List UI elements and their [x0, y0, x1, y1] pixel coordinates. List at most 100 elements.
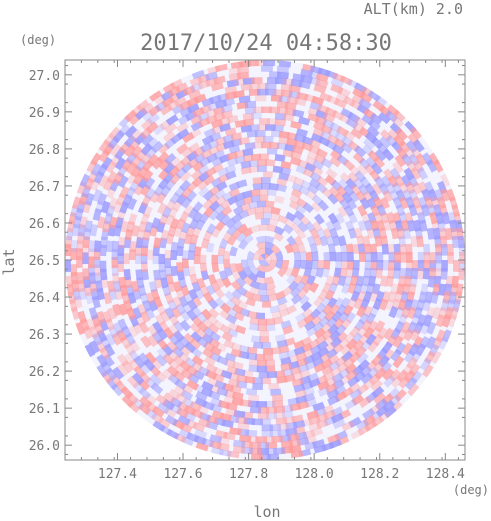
- heat-cell: [254, 212, 264, 220]
- heat-cell: [311, 260, 319, 270]
- heat-cell: [215, 180, 228, 192]
- heat-cell: [308, 415, 321, 426]
- heat-cell: [276, 375, 288, 384]
- heat-cell: [103, 292, 112, 305]
- heat-cell: [259, 330, 270, 338]
- heat-cell: [237, 422, 250, 431]
- heat-cell: [345, 267, 354, 279]
- heat-cell: [88, 240, 96, 253]
- heat-cell: [402, 227, 412, 240]
- radar-disc: [65, 60, 465, 460]
- heat-cell: [236, 179, 248, 189]
- heat-cell: [265, 318, 276, 326]
- y-axis-label: lat: [0, 248, 18, 275]
- heat-cell: [387, 175, 399, 188]
- heat-cell: [92, 208, 102, 221]
- heat-cell: [388, 260, 396, 271]
- heat-cell: [193, 93, 207, 104]
- heat-cell: [197, 365, 211, 377]
- heat-cell: [187, 250, 195, 260]
- heat-cell: [155, 394, 169, 407]
- heat-cell: [168, 206, 179, 219]
- heat-cell: [252, 341, 264, 349]
- heat-cell: [362, 235, 371, 247]
- heat-cell: [407, 306, 417, 320]
- heat-cell: [176, 128, 190, 140]
- heat-cell: [298, 294, 310, 306]
- heat-cell: [377, 354, 390, 368]
- heat-cell: [333, 267, 342, 279]
- heat-cell: [275, 260, 284, 270]
- heat-cell: [404, 181, 416, 195]
- heat-cell: [132, 307, 143, 320]
- heat-cell: [314, 115, 328, 126]
- heat-cell: [251, 293, 262, 302]
- heat-cell: [394, 388, 407, 402]
- heat-cell: [258, 255, 265, 260]
- heat-cell: [242, 112, 255, 121]
- heat-cell: [300, 300, 312, 312]
- heat-cell: [315, 72, 329, 83]
- heat-cell: [135, 236, 144, 249]
- heat-cell: [274, 225, 285, 236]
- heat-cell: [140, 118, 154, 131]
- heat-cell: [232, 90, 245, 99]
- heat-cell: [271, 310, 282, 319]
- heat-cell: [159, 310, 171, 323]
- heat-cell: [275, 250, 284, 261]
- heat-cell: [151, 217, 161, 230]
- heat-cell: [344, 398, 358, 410]
- heat-cell: [191, 354, 204, 367]
- heat-cell: [197, 417, 211, 428]
- heat-cell: [285, 421, 298, 430]
- heat-cell: [238, 95, 251, 104]
- heat-cell: [150, 382, 164, 395]
- heat-cell: [188, 241, 197, 253]
- heat-cell: [225, 170, 237, 180]
- heat-cell: [256, 365, 268, 373]
- heat-cell: [282, 113, 295, 122]
- heat-cell: [248, 323, 260, 331]
- heat-cell: [256, 200, 267, 208]
- heat-cell: [266, 224, 277, 233]
- heat-cell: [255, 436, 267, 443]
- heat-cell: [265, 324, 276, 332]
- heat-cell: [183, 204, 194, 216]
- y-tick-label: 26.2: [29, 365, 60, 380]
- heat-cell: [261, 430, 274, 438]
- heat-cell: [324, 310, 336, 322]
- heat-cell: [258, 188, 269, 196]
- heat-cell: [392, 335, 404, 349]
- heat-cell: [265, 159, 276, 167]
- heat-cell: [285, 211, 297, 222]
- y-tick-label: 26.6: [29, 217, 60, 232]
- heat-cell: [186, 379, 199, 391]
- heat-cell: [368, 373, 382, 386]
- heat-cell: [410, 235, 418, 248]
- heat-cell: [325, 382, 338, 394]
- heat-cell: [189, 401, 202, 412]
- heat-cell: [265, 200, 275, 208]
- heat-cell: [181, 397, 195, 409]
- heat-cell: [226, 151, 239, 161]
- heat-cell: [280, 160, 292, 170]
- heat-cell: [372, 333, 384, 347]
- heat-cell: [335, 92, 349, 104]
- heat-cell: [219, 238, 229, 249]
- heat-cell: [114, 288, 124, 301]
- heat-cell: [236, 231, 247, 243]
- heat-cell: [214, 188, 226, 200]
- heat-cell: [356, 163, 369, 177]
- heat-cell: [182, 85, 196, 96]
- heat-cell: [209, 132, 222, 142]
- heat-cell: [364, 260, 372, 271]
- heat-cell: [235, 276, 247, 288]
- heat-cell: [138, 321, 150, 334]
- heat-cell: [186, 102, 200, 114]
- chart-title: 2017/10/24 04:58:30: [140, 31, 392, 56]
- heat-cell: [415, 153, 427, 167]
- heat-cell: [209, 94, 222, 105]
- heat-cell: [365, 333, 377, 346]
- heat-cell: [346, 260, 354, 271]
